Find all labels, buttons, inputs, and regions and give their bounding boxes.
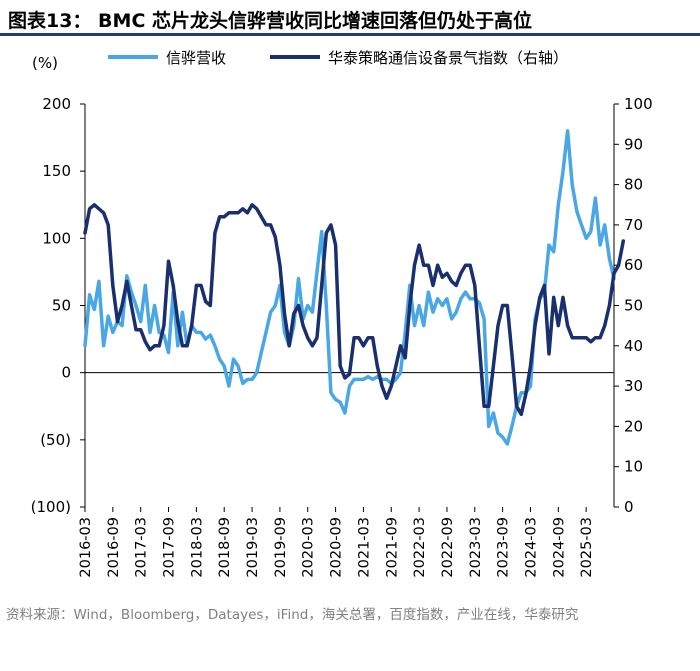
right-tick-label: 0	[624, 498, 634, 516]
x-tick-label: 2016-09	[106, 517, 122, 578]
right-tick-label: 70	[624, 216, 643, 234]
x-tick-label: 2022-03	[412, 517, 428, 578]
left-tick-label: 50	[52, 297, 71, 315]
right-tick-label: 30	[624, 377, 643, 395]
x-tick-label: 2018-03	[189, 517, 205, 578]
right-tick-label: 100	[624, 95, 653, 113]
x-tick-label: 2023-03	[468, 517, 484, 578]
right-tick-label: 50	[624, 297, 643, 315]
series-line-index	[83, 203, 626, 417]
left-tick-label: 100	[42, 229, 71, 247]
x-tick-label: 2020-03	[301, 517, 317, 578]
x-tick-label: 2021-09	[384, 517, 400, 578]
left-tick-label: (50)	[40, 431, 71, 449]
right-tick-label: 40	[624, 337, 643, 355]
x-tick-label: 2017-03	[134, 517, 150, 578]
x-tick-label: 2023-09	[496, 517, 512, 578]
x-tick-label: 2019-03	[245, 517, 261, 578]
left-axis-unit: (%)	[32, 54, 58, 72]
right-tick-label: 60	[624, 256, 643, 274]
left-tick-label: 0	[61, 364, 71, 382]
x-tick-label: 2024-09	[551, 517, 567, 578]
left-tick-label: (100)	[31, 498, 71, 516]
right-tick-label: 80	[624, 176, 643, 194]
series-line-revenue	[83, 129, 616, 446]
x-tick-label: 2019-09	[273, 517, 289, 578]
right-tick-label: 20	[624, 417, 643, 435]
x-tick-label: 2025-03	[579, 517, 595, 578]
x-tick-label: 2017-09	[162, 517, 178, 578]
series-layer	[83, 129, 626, 446]
right-tick-label: 90	[624, 135, 643, 153]
left-tick-label: 150	[42, 162, 71, 180]
x-tick-label: 2021-03	[356, 517, 372, 578]
legend-label-series1: 信骅营收	[166, 49, 226, 67]
legend: 信骅营收 华泰策略通信设备景气指数（右轴）	[108, 49, 568, 67]
legend-label-series2: 华泰策略通信设备景气指数（右轴）	[328, 49, 568, 67]
x-tick-label: 2022-09	[440, 517, 456, 578]
x-tick-label: 2020-09	[329, 517, 345, 578]
x-axis: 2016-03 2016-09 2017-03 2017-09 2018-03 2018-…	[78, 507, 595, 578]
source-note: 资料来源：Wind，Bloomberg，Datayes，iFind，海关总署，百…	[6, 607, 579, 623]
x-tick-label: 2024-03	[523, 517, 539, 578]
left-y-axis: 200 150 100 50 0 (50) (100)	[31, 95, 85, 516]
right-tick-label: 10	[624, 458, 643, 476]
title-bar: 图表13： BMC 芯片龙头信骅营收同比增速回落但仍处于高位	[0, 0, 700, 36]
left-tick-label: 200	[42, 95, 71, 113]
x-tick-label: 2016-03	[78, 517, 94, 578]
x-tick-label: 2018-09	[217, 517, 233, 578]
figure-title: 图表13： BMC 芯片龙头信骅营收同比增速回落但仍处于高位	[8, 10, 533, 32]
